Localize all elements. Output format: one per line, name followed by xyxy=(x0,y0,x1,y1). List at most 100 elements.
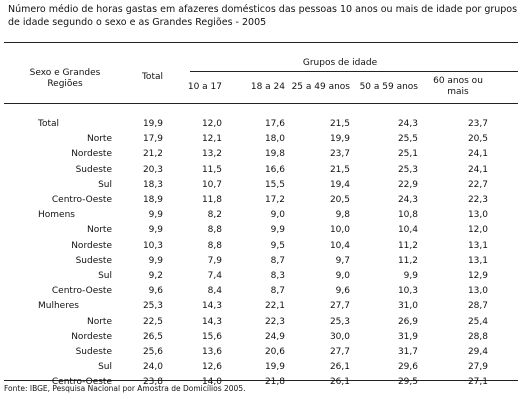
row-label: Nordeste xyxy=(71,240,112,251)
cell: 25,6 xyxy=(142,347,163,357)
cell: 26,9 xyxy=(397,316,418,327)
row-label: Sul xyxy=(98,271,112,281)
cell: 18,0 xyxy=(264,134,285,145)
row-label: Sul xyxy=(98,179,112,190)
cell: 29,4 xyxy=(467,347,488,357)
header-age: 10 a 17 xyxy=(187,82,222,92)
cell: 9,0 xyxy=(270,210,285,221)
cell: 25,5 xyxy=(397,134,418,145)
cell: 22,9 xyxy=(397,179,418,190)
cell: 31,9 xyxy=(397,331,418,342)
cell: 11,2 xyxy=(397,240,418,251)
header-age: 18 a 24 xyxy=(250,82,285,92)
cell: 7,9 xyxy=(207,255,222,266)
row-label: Homens xyxy=(38,210,75,221)
cell: 13,1 xyxy=(467,255,488,266)
cell: 17,2 xyxy=(264,195,285,205)
cell: 27,9 xyxy=(467,362,488,373)
cell: 19,9 xyxy=(142,119,163,129)
cell: 24,9 xyxy=(264,331,285,342)
cell: 9,2 xyxy=(148,271,163,281)
cell: 9,8 xyxy=(335,210,350,221)
cell: 20,6 xyxy=(264,347,285,357)
cell: 12,1 xyxy=(201,134,222,145)
cell: 13,0 xyxy=(467,286,488,297)
row-label: Total xyxy=(38,119,60,129)
header-age: 25 a 49 anos xyxy=(291,82,350,92)
cell: 31,0 xyxy=(397,301,418,312)
cell: 15,6 xyxy=(201,331,222,342)
cell: 26,5 xyxy=(142,331,163,342)
cell: 25,1 xyxy=(397,149,418,160)
cell: 10,7 xyxy=(201,179,222,190)
cell: 9,6 xyxy=(148,286,163,297)
row-label: Centro-Oeste xyxy=(51,377,112,388)
header-age: 50 a 59 anos xyxy=(359,82,418,92)
cell: 19,9 xyxy=(264,362,285,373)
cell: 9,5 xyxy=(270,240,285,251)
row-label: Sudeste xyxy=(75,164,112,175)
cell: 18,3 xyxy=(142,179,163,190)
cell: 9,7 xyxy=(335,255,350,266)
cell: 25,4 xyxy=(467,316,488,327)
cell: 7,4 xyxy=(207,271,222,281)
cell: 26,1 xyxy=(329,377,350,388)
cell: 13,0 xyxy=(467,210,488,221)
cell: 10,3 xyxy=(397,286,418,297)
cell: 28,7 xyxy=(467,301,488,312)
cell: 24,0 xyxy=(142,362,163,373)
cell: 22,5 xyxy=(142,316,163,327)
header-total: Total xyxy=(141,72,163,82)
rule xyxy=(4,42,518,43)
cell: 16,6 xyxy=(264,164,285,175)
cell: 25,3 xyxy=(329,316,350,327)
header-age: 60 anos ou mais xyxy=(433,76,483,97)
rule xyxy=(190,71,518,72)
cell: 23,7 xyxy=(467,119,488,129)
cell: 10,0 xyxy=(329,225,350,236)
cell: 19,9 xyxy=(329,134,350,145)
cell: 17,9 xyxy=(142,134,163,145)
cell: 21,5 xyxy=(329,119,350,129)
cell: 13,2 xyxy=(201,149,222,160)
cell: 31,7 xyxy=(397,347,418,357)
cell: 29,6 xyxy=(397,362,418,373)
cell: 13,6 xyxy=(201,347,222,357)
cell: 22,3 xyxy=(467,195,488,205)
cell: 15,5 xyxy=(264,179,285,190)
rule xyxy=(4,103,518,104)
header-region: Sexo e Grandes Regiões xyxy=(29,68,101,89)
row-label: Sudeste xyxy=(75,255,112,266)
cell: 18,9 xyxy=(142,195,163,205)
cell: 14,3 xyxy=(201,301,222,312)
cell: 21,5 xyxy=(329,164,350,175)
cell: 9,9 xyxy=(270,225,285,236)
header-group: Grupos de idade xyxy=(302,58,378,68)
cell: 11,2 xyxy=(397,255,418,266)
footer: Fonte: IBGE, Pesquisa Nacional por Amost… xyxy=(4,384,246,393)
row-label: Centro-Oeste xyxy=(51,286,112,297)
cell: 29,5 xyxy=(397,377,418,388)
cell: 8,8 xyxy=(207,240,222,251)
cell: 23,7 xyxy=(329,149,350,160)
cell: 11,5 xyxy=(201,164,222,175)
row-label: Nordeste xyxy=(71,331,112,342)
cell: 8,4 xyxy=(207,286,222,297)
cell: 25,3 xyxy=(142,301,163,312)
cell: 12,6 xyxy=(201,362,222,373)
cell: 27,7 xyxy=(329,301,350,312)
cell: 24,3 xyxy=(397,195,418,205)
cell: 12,0 xyxy=(467,225,488,236)
cell: 8,3 xyxy=(270,271,285,281)
cell: 24,1 xyxy=(467,149,488,160)
cell: 10,4 xyxy=(397,225,418,236)
cell: 27,7 xyxy=(329,347,350,357)
cell: 12,9 xyxy=(467,271,488,281)
cell: 23,8 xyxy=(142,377,163,388)
row-label: Nordeste xyxy=(71,149,112,160)
title: Número médio de horas gastas em afazeres… xyxy=(8,4,518,28)
cell: 21,2 xyxy=(142,149,163,160)
cell: 20,5 xyxy=(329,195,350,205)
cell: 8,7 xyxy=(270,286,285,297)
